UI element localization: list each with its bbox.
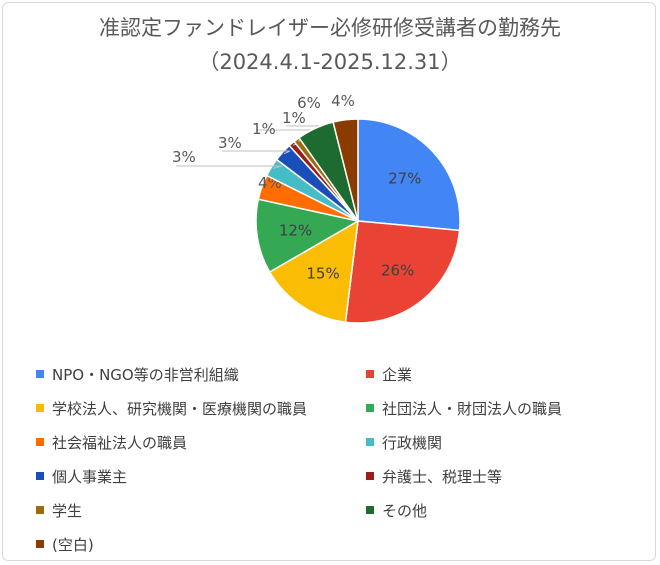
chart-legend: NPO・NGO等の非営利組織 企業学校法人、研究機関・医療機関の職員 社団法人・財団… <box>36 362 636 556</box>
legend-item-4: 社会福祉法人の職員 <box>36 430 366 454</box>
legend-label-10: (空白) <box>52 535 94 554</box>
slice-label-0: 27% <box>388 169 421 187</box>
slice-label-10: 4% <box>331 92 355 110</box>
slice-label-5: 3% <box>172 148 196 166</box>
legend-swatch-2 <box>36 404 44 412</box>
legend-item-0: NPO・NGO等の非営利組織 <box>36 362 366 386</box>
legend-label-2: 学校法人、研究機関・医療機関の職員 <box>52 399 308 418</box>
chart-subtitle: （2024.4.1-2025.12.31） <box>198 50 462 74</box>
legend-label-6: 個人事業主 <box>52 467 128 486</box>
slice-label-8: 1% <box>282 109 306 127</box>
legend-item-10: (空白) <box>36 532 366 556</box>
legend-item-2: 学校法人、研究機関・医療機関の職員 <box>36 396 366 420</box>
pie-slice-3 <box>255 198 361 274</box>
legend-label-0: NPO・NGO等の非営利組織 <box>52 365 239 384</box>
legend-label-1: 企業 <box>382 365 413 384</box>
legend-item-3: 社団法人・財団法人の職員 <box>366 396 636 420</box>
pie-slice-1 <box>344 220 461 324</box>
pie-slice-2 <box>268 219 359 324</box>
pie-chart: 27%26%15%12%4%3%3%1%1%6% 4% <box>172 92 461 324</box>
legend-swatch-4 <box>36 438 44 446</box>
pie-slice-10 <box>332 118 359 222</box>
legend-item-5: 行政機関 <box>366 430 636 454</box>
legend-label-4: 社会福祉法人の職員 <box>52 433 188 452</box>
legend-label-9: その他 <box>382 501 428 520</box>
legend-swatch-1 <box>366 370 374 378</box>
legend-swatch-9 <box>366 506 374 514</box>
legend-label-3: 社団法人・財団法人の職員 <box>382 399 563 418</box>
slice-label-2: 15% <box>306 265 339 283</box>
slice-label-3: 12% <box>279 222 312 240</box>
legend-swatch-7 <box>366 472 374 480</box>
legend-swatch-3 <box>366 404 374 412</box>
legend-label-7: 弁護士、税理士等 <box>382 467 503 486</box>
legend-item-6: 個人事業主 <box>36 464 366 488</box>
pie-slice-0 <box>357 118 461 232</box>
legend-swatch-8 <box>36 506 44 514</box>
legend-item-9: その他 <box>366 498 636 522</box>
legend-swatch-10 <box>36 540 44 548</box>
leader-line-5 <box>176 165 283 169</box>
legend-swatch-0 <box>36 370 44 378</box>
legend-swatch-6 <box>36 472 44 480</box>
legend-label-5: 行政機関 <box>382 433 443 452</box>
slice-label-6: 3% <box>218 134 242 152</box>
slice-label-1: 26% <box>381 261 414 279</box>
leader-line-6 <box>222 150 291 155</box>
legend-item-7: 弁護士、税理士等 <box>366 464 636 488</box>
legend-item-8: 学生 <box>36 498 366 522</box>
chart-title: 准認定ファンドレイザー必修研修受講者の勤務先 <box>99 16 561 40</box>
legend-item-1: 企業 <box>366 362 636 386</box>
legend-swatch-5 <box>366 438 374 446</box>
slice-label-9: 6% <box>297 94 321 112</box>
legend-label-8: 学生 <box>52 501 83 520</box>
slice-label-7: 1% <box>252 120 276 138</box>
